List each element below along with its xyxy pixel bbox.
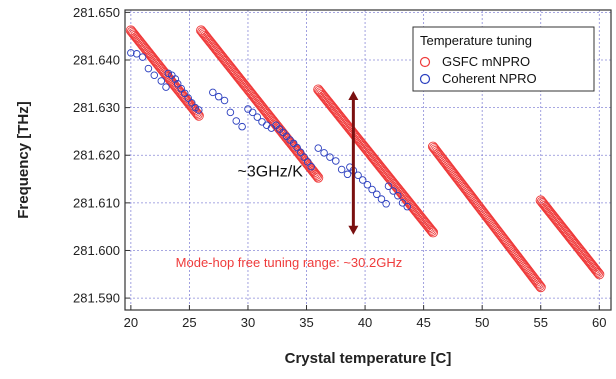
data-point [191, 108, 202, 119]
data-point [312, 171, 323, 182]
legend-label-gsfc: GSFC mNPRO [442, 54, 530, 69]
data-point [303, 158, 312, 166]
data-point [162, 83, 170, 91]
data-point [533, 279, 544, 290]
data-point [425, 224, 436, 235]
series-layer [125, 25, 605, 293]
data-point [398, 199, 407, 207]
data-point [132, 50, 141, 58]
data-point [214, 92, 223, 101]
data-point [173, 80, 182, 88]
y-tick-label: 281.610 [73, 195, 120, 210]
data-point [311, 169, 322, 181]
data-point [209, 88, 217, 97]
data-point [426, 226, 437, 237]
legend: Temperature tuning GSFC mNPRO Coherent N… [412, 26, 595, 92]
y-tick-label: 281.600 [73, 243, 120, 258]
data-point [253, 113, 262, 121]
data-point [313, 172, 324, 183]
data-point [177, 84, 185, 93]
data-point [164, 69, 173, 78]
data-point [593, 267, 604, 279]
data-point [332, 157, 340, 165]
data-point [171, 75, 180, 83]
slope-annotation: ~3GHz/K [238, 164, 304, 181]
legend-title: Temperature tuning [420, 33, 532, 48]
tuning-arrow-head-down [348, 225, 359, 235]
data-point [535, 282, 546, 293]
data-point [150, 71, 159, 79]
data-point [193, 110, 204, 121]
data-point [592, 266, 603, 277]
data-point [293, 143, 301, 152]
tick-labels: 20 25 30 35 40 45 50 55 60 281.590 281.600 281.610 2… [73, 5, 607, 330]
data-point [594, 269, 605, 280]
data-point [377, 195, 386, 203]
data-point [195, 106, 203, 114]
data-point [403, 202, 411, 211]
legend-label-coherent: Coherent NPRO [442, 71, 537, 86]
data-point [394, 191, 402, 200]
data-point [184, 94, 192, 102]
data-point [363, 181, 372, 189]
x-tick-label: 60 [592, 315, 606, 330]
y-tick-label: 281.640 [73, 53, 120, 68]
legend-marker-coherent [419, 73, 431, 85]
series-coherent-npro [127, 49, 411, 211]
data-point [314, 144, 322, 152]
y-tick-label: 281.630 [73, 100, 120, 115]
data-point [384, 182, 393, 190]
y-tick-label: 281.620 [73, 148, 120, 163]
x-tick-label: 50 [475, 315, 489, 330]
data-point [427, 227, 439, 238]
tuning-arrow-head-up [348, 90, 359, 100]
ticks [125, 11, 600, 310]
data-point [389, 187, 397, 195]
data-point [326, 153, 334, 161]
data-point [320, 149, 328, 157]
data-point [127, 49, 135, 57]
data-point [337, 165, 346, 174]
x-axis-title: Crystal temperature [C] [285, 350, 452, 367]
x-tick-label: 25 [182, 315, 196, 330]
y-tick-label: 281.590 [73, 291, 120, 306]
data-point [220, 96, 229, 105]
data-point [144, 64, 153, 73]
data-point [187, 99, 196, 107]
data-point [248, 108, 257, 117]
x-tick-label: 55 [534, 315, 548, 330]
data-point [138, 53, 147, 61]
data-point [307, 162, 315, 171]
y-axis-title: Frequency [THz] [15, 101, 32, 219]
y-tick-label: 281.650 [73, 5, 120, 20]
x-tick-label: 30 [241, 315, 255, 330]
x-tick-label: 20 [124, 315, 138, 330]
data-point [296, 148, 305, 157]
x-tick-label: 40 [358, 315, 372, 330]
data-point [157, 77, 166, 85]
plot-frame [124, 9, 612, 311]
data-point [368, 185, 376, 194]
data-point [534, 280, 545, 291]
legend-box [412, 26, 595, 92]
data-point [226, 108, 235, 117]
annotations: ~3GHz/K Mode-hop free tuning range: ~30.2… [176, 90, 403, 270]
x-tick-label: 35 [299, 315, 313, 330]
data-point [300, 153, 308, 161]
data-point [180, 89, 189, 98]
legend-marker-gsfc [419, 56, 431, 68]
x-tick-label: 45 [416, 315, 430, 330]
data-point [343, 170, 352, 179]
data-point [232, 117, 240, 125]
data-point [238, 122, 246, 131]
data-point [382, 200, 390, 208]
data-point [373, 190, 381, 199]
data-point [358, 176, 367, 184]
series-gsfc-mnpro [125, 25, 605, 293]
tuning-range-annotation: Mode-hop free tuning range: ~30.2GHz [176, 255, 403, 270]
